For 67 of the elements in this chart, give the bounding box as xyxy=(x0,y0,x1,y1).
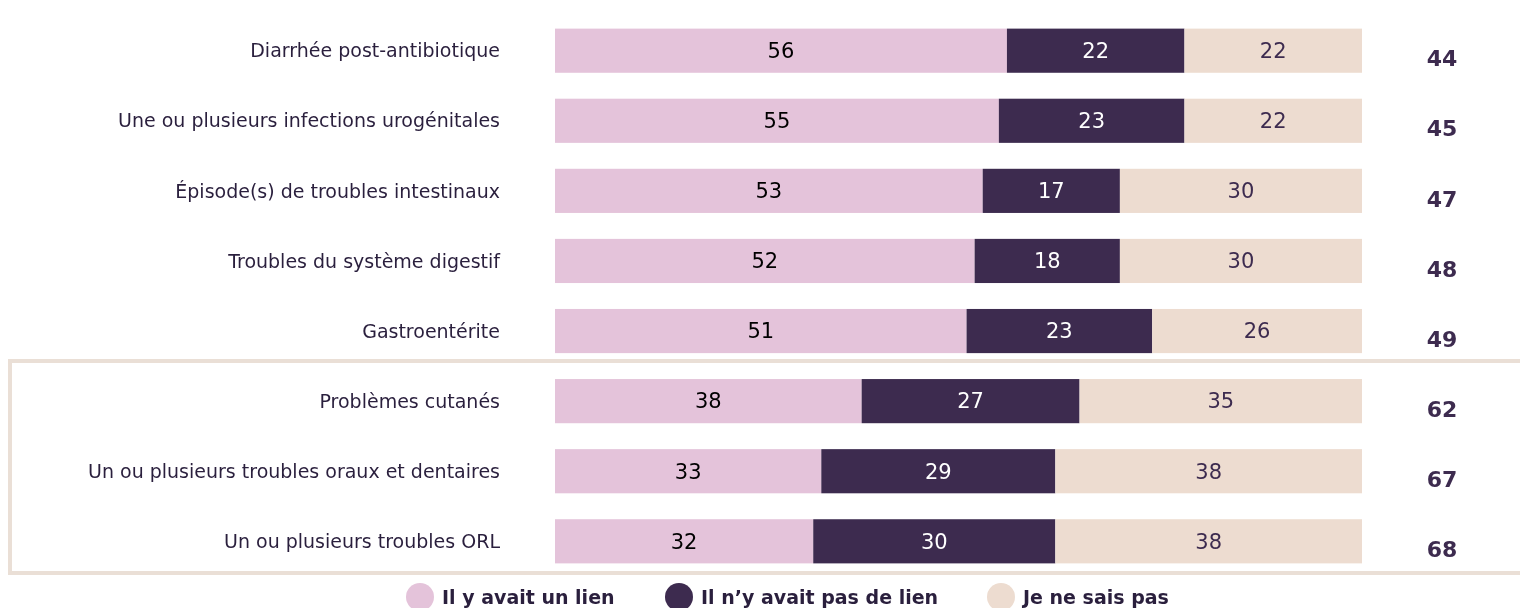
bar xyxy=(555,98,999,143)
text: 48 xyxy=(1426,256,1458,282)
data-label: 56 xyxy=(767,39,795,64)
bar xyxy=(821,449,1056,494)
bar xyxy=(1055,449,1362,494)
bar xyxy=(861,379,1080,424)
data-label: 53 xyxy=(755,179,783,204)
data-label: 35 xyxy=(1207,389,1235,414)
text: 45 xyxy=(1426,116,1458,142)
data-label: 30 xyxy=(1227,249,1255,274)
y-tick-label: Problèmes cutanés xyxy=(319,389,500,412)
data-label: 27 xyxy=(957,389,984,414)
text: 67 xyxy=(1426,466,1458,492)
bar xyxy=(555,379,862,424)
bar xyxy=(1119,168,1362,213)
y-tick-label: Un ou plusieurs troubles oraux et dentaires xyxy=(88,459,500,482)
bar xyxy=(1152,308,1362,354)
y-tick-label: Diarrhée post-antibiotique xyxy=(250,39,500,62)
bar xyxy=(555,308,967,354)
y-tick-label: Un ou plusieurs troubles ORL xyxy=(224,529,501,552)
data-label: 18 xyxy=(1033,249,1061,274)
data-label: 55 xyxy=(763,109,791,134)
bar xyxy=(1184,98,1362,143)
legend-label: Il n’y avait pas de lien xyxy=(701,585,939,608)
y-tick-label: Une ou plusieurs infections urogénitales xyxy=(118,109,500,132)
bar xyxy=(1055,519,1362,564)
bar xyxy=(555,449,822,494)
data-label: 38 xyxy=(1195,459,1223,484)
bar xyxy=(555,238,975,284)
y-tick-label: Troubles du système digestif xyxy=(227,249,502,272)
data-label: 22 xyxy=(1259,39,1287,64)
bar xyxy=(555,168,983,213)
bar xyxy=(966,308,1153,354)
legend-label: Je ne sais pas xyxy=(1021,585,1169,608)
data-label: 22 xyxy=(1259,109,1287,134)
data-label: 33 xyxy=(674,459,702,484)
data-label: 30 xyxy=(920,529,948,554)
bar xyxy=(1184,28,1362,73)
bar xyxy=(982,168,1120,213)
data-label: 38 xyxy=(1195,529,1223,554)
data-label: 30 xyxy=(1227,179,1255,204)
data-label: 23 xyxy=(1046,319,1073,344)
y-tick-label: Gastroentérite xyxy=(362,319,500,342)
data-label: 29 xyxy=(924,459,952,484)
data-label: 32 xyxy=(670,529,698,554)
bar xyxy=(1119,238,1362,284)
bar xyxy=(998,98,1185,143)
data-label: 22 xyxy=(1082,39,1110,64)
data-label: 52 xyxy=(751,249,779,274)
text: 44 xyxy=(1426,46,1458,72)
data-label: 38 xyxy=(694,389,722,414)
bar xyxy=(555,28,1007,73)
text: 62 xyxy=(1426,396,1458,422)
legend-label: Il y avait un lien xyxy=(442,585,615,608)
data-label: 26 xyxy=(1243,319,1271,344)
bar xyxy=(1079,379,1362,424)
text: 68 xyxy=(1426,537,1458,563)
bar xyxy=(1006,28,1185,73)
y-tick-label: Épisode(s) de troubles intestinaux xyxy=(175,179,500,202)
bar xyxy=(555,519,814,564)
bar xyxy=(974,238,1120,284)
bar xyxy=(813,519,1056,564)
data-label: 17 xyxy=(1037,179,1065,204)
text: 49 xyxy=(1426,326,1458,352)
text: 47 xyxy=(1426,186,1458,212)
data-label: 51 xyxy=(747,319,775,344)
data-label: 23 xyxy=(1078,109,1106,134)
